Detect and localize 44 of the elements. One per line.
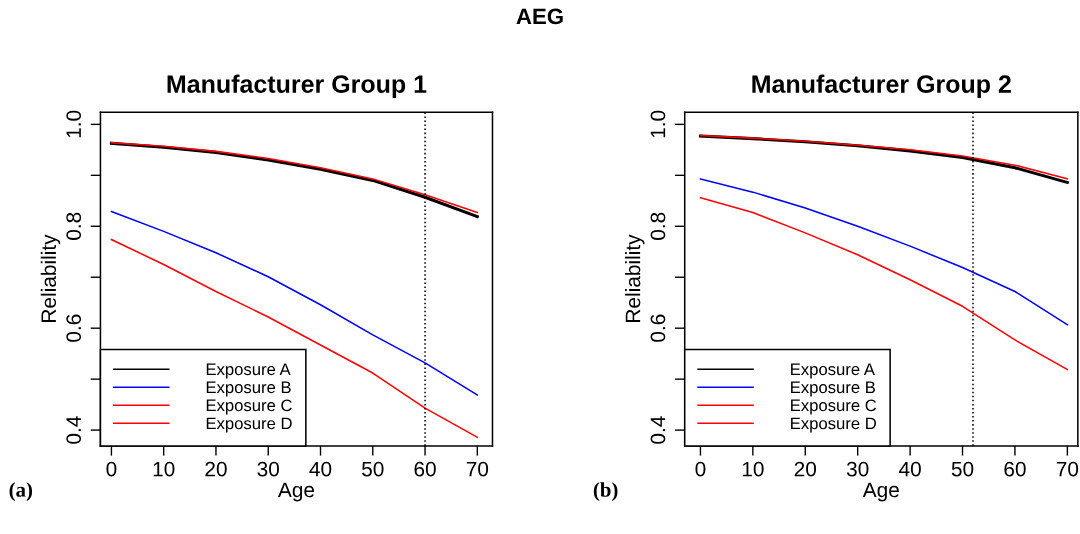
x-tick-label: 10 <box>742 461 764 477</box>
y-tick-label: 0.6 <box>66 314 82 342</box>
line-series <box>110 238 479 438</box>
x-tick-label: 30 <box>257 461 280 477</box>
y-tick-label: 0.8 <box>66 212 82 240</box>
chart-title: Manufacturer Group 2 <box>752 74 1011 98</box>
y-tick-label: 0.6 <box>650 314 666 342</box>
y-tick-label: 1.0 <box>66 110 82 138</box>
x-axis-title: Age <box>277 482 315 502</box>
legend-label: Exposure B <box>791 381 875 397</box>
text: (a) <box>9 482 33 502</box>
y-tick-label: 1.0 <box>650 110 666 138</box>
text: AEG <box>516 8 563 25</box>
x-tick-label: 40 <box>899 461 921 477</box>
legend-label: Exposure D <box>206 417 292 433</box>
x-tick-label: 0 <box>695 461 706 477</box>
y-axis-title: Reliability <box>40 234 61 322</box>
x-tick-label: 60 <box>414 461 436 477</box>
y-axis-title: Reliability <box>625 234 645 322</box>
line-series <box>699 178 1069 326</box>
y-tick-label: 0.4 <box>650 416 666 444</box>
x-tick-label: 70 <box>466 461 489 477</box>
x-tick-label: 30 <box>846 461 869 477</box>
legend-label: Exposure C <box>206 399 292 415</box>
line-series <box>110 210 479 396</box>
x-tick-label: 10 <box>153 461 175 477</box>
y-tick-label: 0.4 <box>66 416 82 444</box>
x-tick-label: 70 <box>1056 461 1079 477</box>
legend-label: Exposure A <box>206 363 291 379</box>
x-tick-label: 20 <box>794 461 817 477</box>
x-axis-title: Age <box>862 482 899 502</box>
x-tick-label: 50 <box>951 461 974 477</box>
x-tick-label: 0 <box>106 461 117 477</box>
x-tick-label: 40 <box>309 461 332 477</box>
legend-label: Exposure B <box>206 381 291 397</box>
legend-label: Exposure A <box>791 363 875 379</box>
chart-title: Manufacturer Group 1 <box>167 74 427 98</box>
legend-label: Exposure C <box>791 399 877 415</box>
y-tick-label: 0.8 <box>650 212 666 240</box>
x-tick-label: 20 <box>205 461 227 477</box>
x-tick-label: 50 <box>362 461 384 477</box>
text: (b) <box>593 482 618 502</box>
legend-label: Exposure D <box>791 417 876 433</box>
x-tick-label: 60 <box>1004 461 1026 477</box>
